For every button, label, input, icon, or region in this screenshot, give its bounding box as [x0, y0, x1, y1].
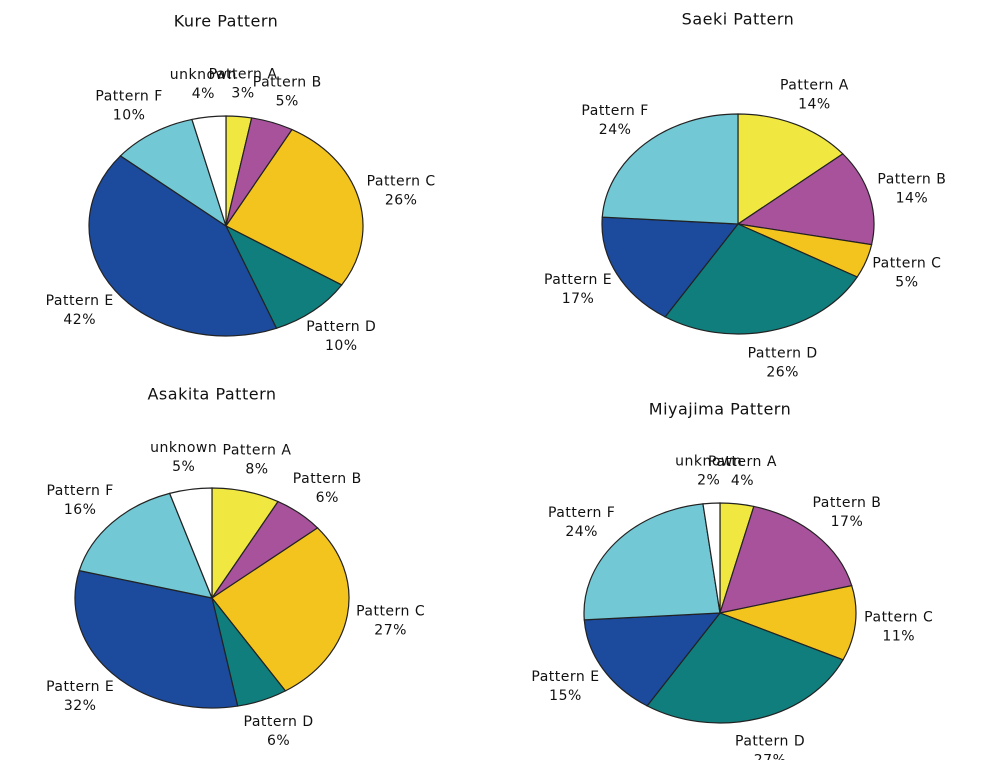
slice-value: 14% — [798, 97, 831, 113]
slice-value: 32% — [64, 698, 97, 714]
slice-value: 14% — [896, 190, 929, 206]
slice-value: 6% — [267, 733, 290, 749]
slice-label: Pattern B — [812, 495, 881, 511]
pie-slice — [702, 502, 721, 614]
slice-label: Pattern F — [95, 88, 162, 104]
pie-slice — [168, 487, 213, 599]
slice-value: 16% — [64, 502, 97, 518]
pie-slice — [119, 118, 228, 228]
slice-label: Pattern A — [708, 454, 777, 470]
slice-label: unknown — [675, 453, 742, 469]
slice-value: 24% — [565, 524, 598, 540]
pie-slice — [736, 153, 875, 246]
pie-slice — [646, 612, 844, 724]
slice-value: 11% — [882, 628, 915, 644]
slice-value: 27% — [374, 622, 407, 638]
slice-label: Pattern C — [872, 255, 941, 271]
pie-slice — [225, 128, 364, 286]
chart-title: Kure Pattern — [174, 12, 279, 31]
slice-value: 27% — [754, 752, 787, 760]
pie-slice — [664, 223, 859, 335]
slice-value: 3% — [231, 86, 254, 102]
slice-value: 42% — [63, 312, 96, 328]
slice-value: 4% — [192, 86, 215, 102]
slice-value: 2% — [697, 472, 720, 488]
slice-label: Pattern B — [293, 471, 362, 487]
pie-slice — [583, 503, 721, 621]
slice-value: 24% — [599, 122, 632, 138]
slice-label: Pattern C — [356, 603, 425, 619]
pie-slice — [74, 569, 239, 709]
pie-slice — [719, 505, 853, 614]
slice-value: 5% — [172, 459, 195, 475]
slice-value: 26% — [766, 365, 799, 381]
pie-slice — [601, 216, 740, 318]
chart-title: Saeki Pattern — [682, 10, 795, 29]
slice-value: 26% — [385, 192, 418, 208]
pie-slice — [88, 155, 278, 337]
slice-label: Pattern A — [223, 442, 292, 458]
chart-title: Miyajima Pattern — [649, 400, 791, 419]
slice-value: 6% — [316, 490, 339, 506]
slice-value: 4% — [731, 473, 754, 489]
slice-label: Pattern D — [306, 319, 376, 335]
slice-label: unknown — [170, 67, 237, 83]
pie-slice — [583, 612, 722, 707]
slice-label: Pattern E — [531, 669, 599, 685]
slice-label: Pattern F — [581, 103, 648, 119]
slice-label: Pattern B — [877, 171, 946, 187]
pie-slice — [601, 113, 739, 225]
slice-value: 8% — [245, 461, 268, 477]
slice-value: 5% — [895, 274, 918, 290]
slice-value: 17% — [562, 291, 595, 307]
pie-slice — [224, 224, 343, 330]
slice-label: Pattern F — [46, 483, 113, 499]
slice-label: Pattern C — [367, 173, 436, 189]
pie-slice — [78, 492, 213, 599]
slice-label: Pattern A — [780, 78, 849, 94]
slice-label: Pattern D — [748, 346, 818, 362]
slice-label: Pattern F — [548, 505, 615, 521]
chart-title: Asakita Pattern — [147, 385, 276, 404]
slice-label: Pattern B — [253, 74, 322, 90]
slice-value: 10% — [113, 107, 146, 123]
slice-value: 10% — [325, 338, 358, 354]
slice-label: Pattern D — [244, 714, 314, 730]
slice-label: Pattern A — [209, 67, 278, 83]
slice-label: Pattern D — [735, 733, 805, 749]
slice-label: Pattern E — [46, 679, 114, 695]
slice-value: 5% — [276, 93, 299, 109]
pie-slice — [737, 113, 844, 226]
slice-value: 15% — [549, 688, 582, 704]
pie-slice — [717, 584, 857, 661]
slice-label: Pattern E — [544, 272, 612, 288]
slice-label: Pattern E — [46, 293, 114, 309]
slice-value: 17% — [831, 514, 864, 530]
slice-label: unknown — [150, 440, 217, 456]
slice-label: Pattern C — [864, 609, 933, 625]
pie-slice — [191, 115, 227, 227]
pie-slice — [211, 527, 350, 692]
